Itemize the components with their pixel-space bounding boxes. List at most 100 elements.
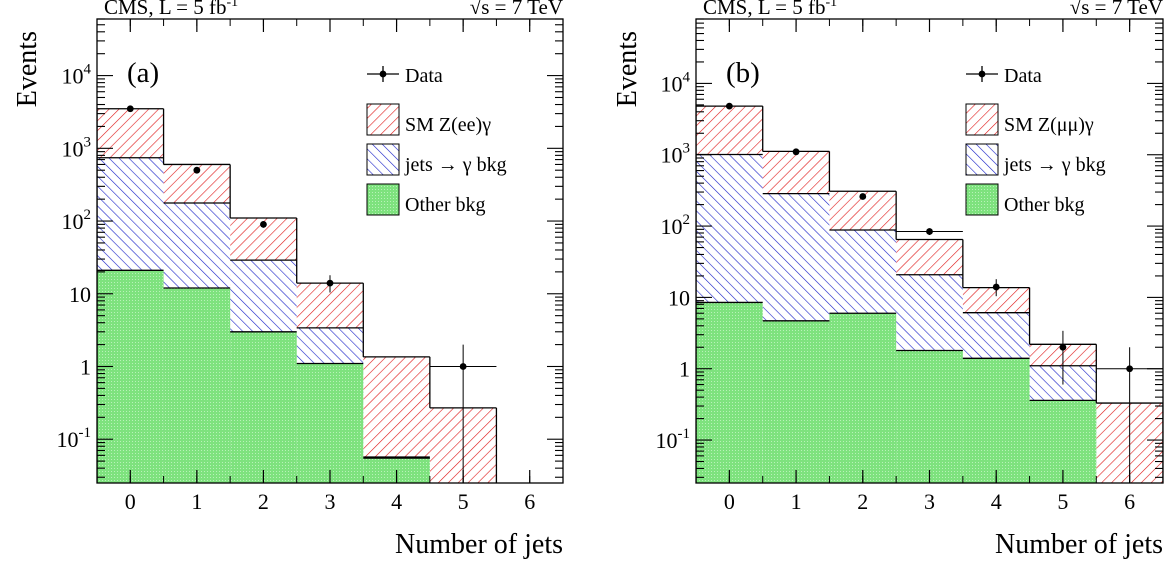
legend-swatch-blue: [965, 143, 999, 176]
header-energy-label: √s = 7 TeV: [470, 0, 563, 19]
y-tick-base: 1: [679, 357, 690, 382]
bar-other-bkg-3: [296, 363, 364, 483]
data-point: [992, 283, 1000, 291]
y-tick-exponent: 4: [683, 69, 691, 85]
x-axis-title: Number of jets: [995, 529, 1163, 560]
legend-label: SM Z(ee)γ: [405, 114, 491, 136]
y-tick-label: 103: [661, 141, 691, 168]
bar-other-bkg-3: [896, 350, 963, 483]
x-tick-label: 2: [258, 489, 269, 514]
data-point: [926, 228, 933, 235]
stack-envelope: [97, 108, 498, 483]
y-tick-label: 102: [661, 212, 691, 239]
y-tick-label: 103: [62, 134, 92, 161]
y-tick-base: 10: [668, 285, 690, 310]
legend-label: Data: [405, 65, 443, 87]
panel-label: (a): [127, 57, 159, 89]
x-tick-label: 5: [458, 489, 469, 514]
plot-area: [696, 105, 1163, 483]
legend-swatch-red: [366, 103, 400, 136]
data-point: [1126, 365, 1134, 373]
series-outline-other-bkg: [696, 301, 1097, 402]
x-tick-label: 3: [924, 489, 935, 514]
bar-other-bkg-0: [696, 302, 763, 483]
x-tick-label: 1: [791, 489, 802, 514]
y-tick-exponent: 2: [84, 207, 92, 223]
header-left-label: CMS, L = 5 fb-1: [703, 0, 837, 19]
header-luminosity: CMS, L = 5 fb: [104, 0, 227, 19]
panel-label: (b): [726, 57, 760, 89]
legend-data-marker-point: [379, 70, 387, 78]
y-tick-base: 10: [62, 64, 84, 89]
x-tick-label: 6: [524, 489, 535, 514]
y-tick-label: 10: [69, 282, 91, 307]
x-axis-title: Number of jets: [395, 529, 563, 560]
y-tick-label: 10: [668, 285, 690, 310]
data-point: [459, 363, 467, 370]
x-tick-label: 5: [1057, 489, 1068, 514]
x-tick-label: 0: [125, 489, 136, 514]
y-tick-base: 10: [656, 428, 678, 453]
bar-other-bkg-0: [97, 270, 164, 483]
x-tick-label: 0: [724, 489, 735, 514]
bar-other-bkg-2: [230, 331, 297, 483]
y-tick-label: 10-1: [57, 425, 92, 452]
legend-label: Other bkg: [405, 194, 486, 216]
data-point: [326, 279, 334, 287]
y-tick-base: 10: [661, 214, 683, 239]
x-tick-label: 2: [857, 489, 868, 514]
x-tick-label: 4: [391, 489, 402, 514]
header-luminosity: CMS, L = 5 fb: [703, 0, 826, 19]
bar-other-bkg-5: [1029, 400, 1097, 483]
stack-envelope: [696, 106, 1163, 483]
legend-swatch-green: [366, 183, 400, 216]
header-luminosity-exponent: -1: [227, 0, 239, 10]
header-luminosity-exponent: -1: [826, 0, 838, 10]
y-tick-base: 1: [80, 354, 91, 379]
data-point: [126, 105, 134, 113]
data-point: [725, 102, 733, 110]
bar-other-bkg-1: [762, 320, 830, 483]
legend-swatch-blue: [366, 143, 400, 176]
y-tick-base: 10: [62, 136, 84, 161]
y-tick-label: 1: [679, 357, 690, 382]
y-tick-exponent: 4: [84, 62, 92, 78]
data-point: [792, 148, 800, 156]
x-tick-label: 3: [325, 489, 336, 514]
series-outline-jets-bkg: [696, 153, 1097, 367]
legend-swatch-green: [965, 183, 999, 216]
plot-area: [97, 108, 498, 483]
y-tick-label: 1: [80, 354, 91, 379]
bar-other-bkg-4: [962, 358, 1030, 483]
legend-data-marker-point: [978, 70, 986, 78]
y-tick-base: 10: [69, 282, 91, 307]
x-tick-label: 1: [191, 489, 202, 514]
header-energy-label: √s = 7 TeV: [1070, 0, 1163, 19]
legend-label: jets → γ bkg: [404, 154, 507, 176]
data-point: [1059, 343, 1067, 351]
data-point: [193, 166, 201, 174]
series-outline-other-bkg: [97, 269, 430, 459]
y-tick-base: 10: [62, 209, 84, 234]
y-tick-exponent: -1: [79, 425, 92, 441]
y-tick-label: 104: [661, 69, 691, 96]
data-point: [260, 220, 267, 228]
y-tick-label: 10-1: [656, 426, 691, 453]
y-axis-title: Events: [12, 31, 43, 107]
header-left-label: CMS, L = 5 fb-1: [104, 0, 238, 19]
data-point: [859, 193, 867, 200]
y-tick-exponent: -1: [678, 426, 691, 442]
y-tick-exponent: 3: [683, 141, 691, 157]
y-tick-exponent: 2: [683, 212, 691, 228]
y-tick-base: 10: [57, 427, 79, 452]
bar-other-bkg-2: [829, 313, 897, 483]
y-tick-base: 10: [661, 143, 683, 168]
y-tick-exponent: 3: [84, 134, 92, 150]
y-tick-label: 102: [62, 207, 92, 234]
legend-label: Data: [1004, 65, 1042, 87]
legend-label: Other bkg: [1004, 194, 1085, 216]
legend-label: SM Z(μμ)γ: [1004, 114, 1094, 136]
bar-other-bkg-1: [163, 288, 231, 483]
